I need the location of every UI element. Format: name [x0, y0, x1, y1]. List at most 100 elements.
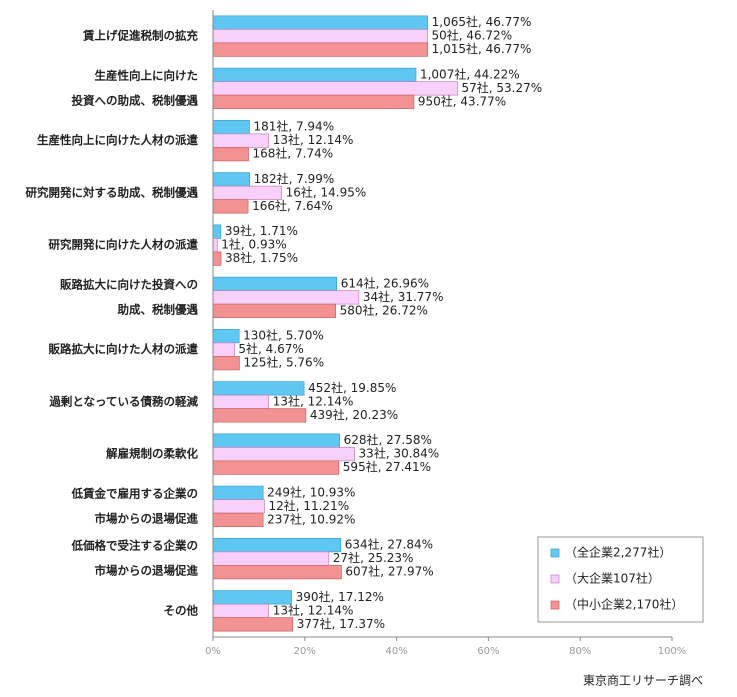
bar — [212, 199, 249, 214]
bar — [212, 590, 292, 605]
y-tick-label: その他 — [164, 603, 199, 617]
bar — [212, 172, 251, 187]
value-label: 452社, 19.85% — [308, 380, 396, 395]
bar — [212, 447, 355, 462]
value-label: 237社, 10.92% — [267, 511, 355, 526]
bar — [212, 185, 282, 200]
value-label: 634社, 27.84% — [345, 537, 433, 552]
bar — [212, 551, 330, 566]
value-label: 1,015社, 46.77% — [432, 41, 532, 56]
bar — [212, 15, 429, 30]
value-label: 1社, 0.93% — [221, 237, 286, 252]
value-label: 182社, 7.99% — [254, 171, 335, 186]
bar — [212, 329, 240, 344]
legend-box — [537, 536, 704, 623]
value-label: 33社, 30.84% — [359, 446, 440, 461]
value-label: 595社, 27.41% — [343, 459, 431, 474]
bar — [212, 538, 342, 553]
x-tick-label: 60% — [477, 646, 499, 657]
value-label: 628社, 27.58% — [344, 432, 432, 447]
bar — [212, 94, 415, 109]
source-note: 東京商工リサーチ調べ — [583, 673, 703, 688]
bar — [212, 342, 235, 357]
legend-label: （全企業2,277社） — [565, 545, 671, 560]
bar — [212, 433, 340, 448]
value-label: 181社, 7.94% — [253, 119, 334, 134]
legend-swatch — [550, 574, 560, 584]
x-tick-label: 40% — [385, 646, 407, 657]
bar — [212, 147, 249, 162]
value-label: 950社, 43.77% — [418, 93, 506, 108]
x-tick-label: 20% — [294, 646, 316, 657]
bar — [212, 460, 340, 475]
y-tick-label: 助成、税制優遇 — [118, 302, 199, 316]
value-label: 168社, 7.74% — [253, 146, 334, 161]
value-label: 5社, 4.67% — [238, 341, 303, 356]
y-tick-label: 生産性向上に向けた — [95, 68, 199, 82]
value-label: 130社, 5.70% — [243, 328, 324, 343]
value-label: 377社, 17.37% — [297, 616, 385, 631]
bar — [212, 512, 264, 527]
bar — [212, 603, 270, 618]
value-label: 57社, 53.27% — [462, 80, 543, 95]
y-tick-label: 市場からの退場促進 — [95, 511, 199, 525]
value-label: 249社, 10.93% — [267, 484, 355, 499]
bar — [212, 29, 428, 44]
value-label: 13社, 12.14% — [273, 602, 354, 617]
bar — [212, 224, 222, 239]
y-tick-label: 解雇規制の柔軟化 — [106, 447, 198, 461]
bar — [212, 565, 342, 580]
value-label: 27社, 25.23% — [333, 550, 414, 565]
bar — [212, 120, 250, 135]
y-tick-label: 低価格で受注する企業の — [71, 539, 199, 553]
value-label: 34社, 31.77% — [363, 289, 444, 304]
y-tick-label: 賃上げ促進税制の拡充 — [82, 29, 198, 43]
bar — [212, 238, 218, 253]
y-tick-label: 投資への助成、税制優遇 — [72, 93, 199, 107]
value-label: 1,007社, 44.22% — [420, 66, 520, 81]
bar — [212, 290, 360, 305]
y-tick-label: 低賃金で雇用する企業の — [71, 486, 199, 500]
y-tick-label: 販路拡大に向けた人材の派遣 — [49, 342, 199, 356]
y-tick-label: 市場からの退場促進 — [95, 564, 199, 578]
value-label: 166社, 7.64% — [252, 198, 333, 213]
bar — [212, 485, 264, 500]
bar — [212, 381, 305, 396]
value-label: 13社, 12.14% — [273, 393, 354, 408]
value-label: 439社, 20.23% — [310, 407, 398, 422]
bar — [212, 356, 240, 371]
value-label: 1,065社, 46.77% — [432, 14, 532, 29]
bar — [212, 617, 294, 632]
bar — [212, 81, 458, 96]
value-label: 607社, 27.97% — [345, 564, 433, 579]
y-tick-label: 過剰となっている債務の軽減 — [48, 394, 198, 408]
value-label: 50社, 46.72% — [431, 28, 512, 43]
bar — [212, 276, 338, 291]
value-label: 13社, 12.14% — [273, 132, 354, 147]
y-tick-label: 生産性向上に向けた人材の派遣 — [37, 133, 198, 147]
x-tick-label: 100% — [658, 646, 687, 657]
bar — [212, 133, 270, 148]
y-tick-label: 研究開発に向けた人材の派遣 — [49, 238, 199, 252]
bar — [212, 42, 429, 57]
value-label: 125社, 5.76% — [243, 355, 324, 370]
legend-swatch — [550, 548, 560, 558]
legend-swatch — [550, 600, 560, 610]
x-tick-label: 0% — [205, 646, 221, 657]
legend-label: （大企業107社） — [565, 571, 660, 586]
y-tick-label: 販路拡大に向けた投資への — [60, 277, 198, 291]
value-label: 12社, 11.21% — [268, 498, 349, 513]
bar — [212, 251, 222, 266]
value-label: 580社, 26.72% — [340, 302, 428, 317]
bar — [212, 303, 336, 318]
value-label: 38社, 1.75% — [225, 250, 298, 265]
value-label: 16社, 14.95% — [286, 184, 367, 199]
value-label: 39社, 1.71% — [225, 223, 298, 238]
value-label: 614社, 26.96% — [341, 275, 429, 290]
value-label: 390社, 17.12% — [296, 589, 384, 604]
y-tick-label: 研究開発に対する助成、税制優遇 — [26, 185, 199, 199]
legend-label: （中小企業2,170社） — [565, 597, 683, 612]
bar — [212, 499, 265, 514]
